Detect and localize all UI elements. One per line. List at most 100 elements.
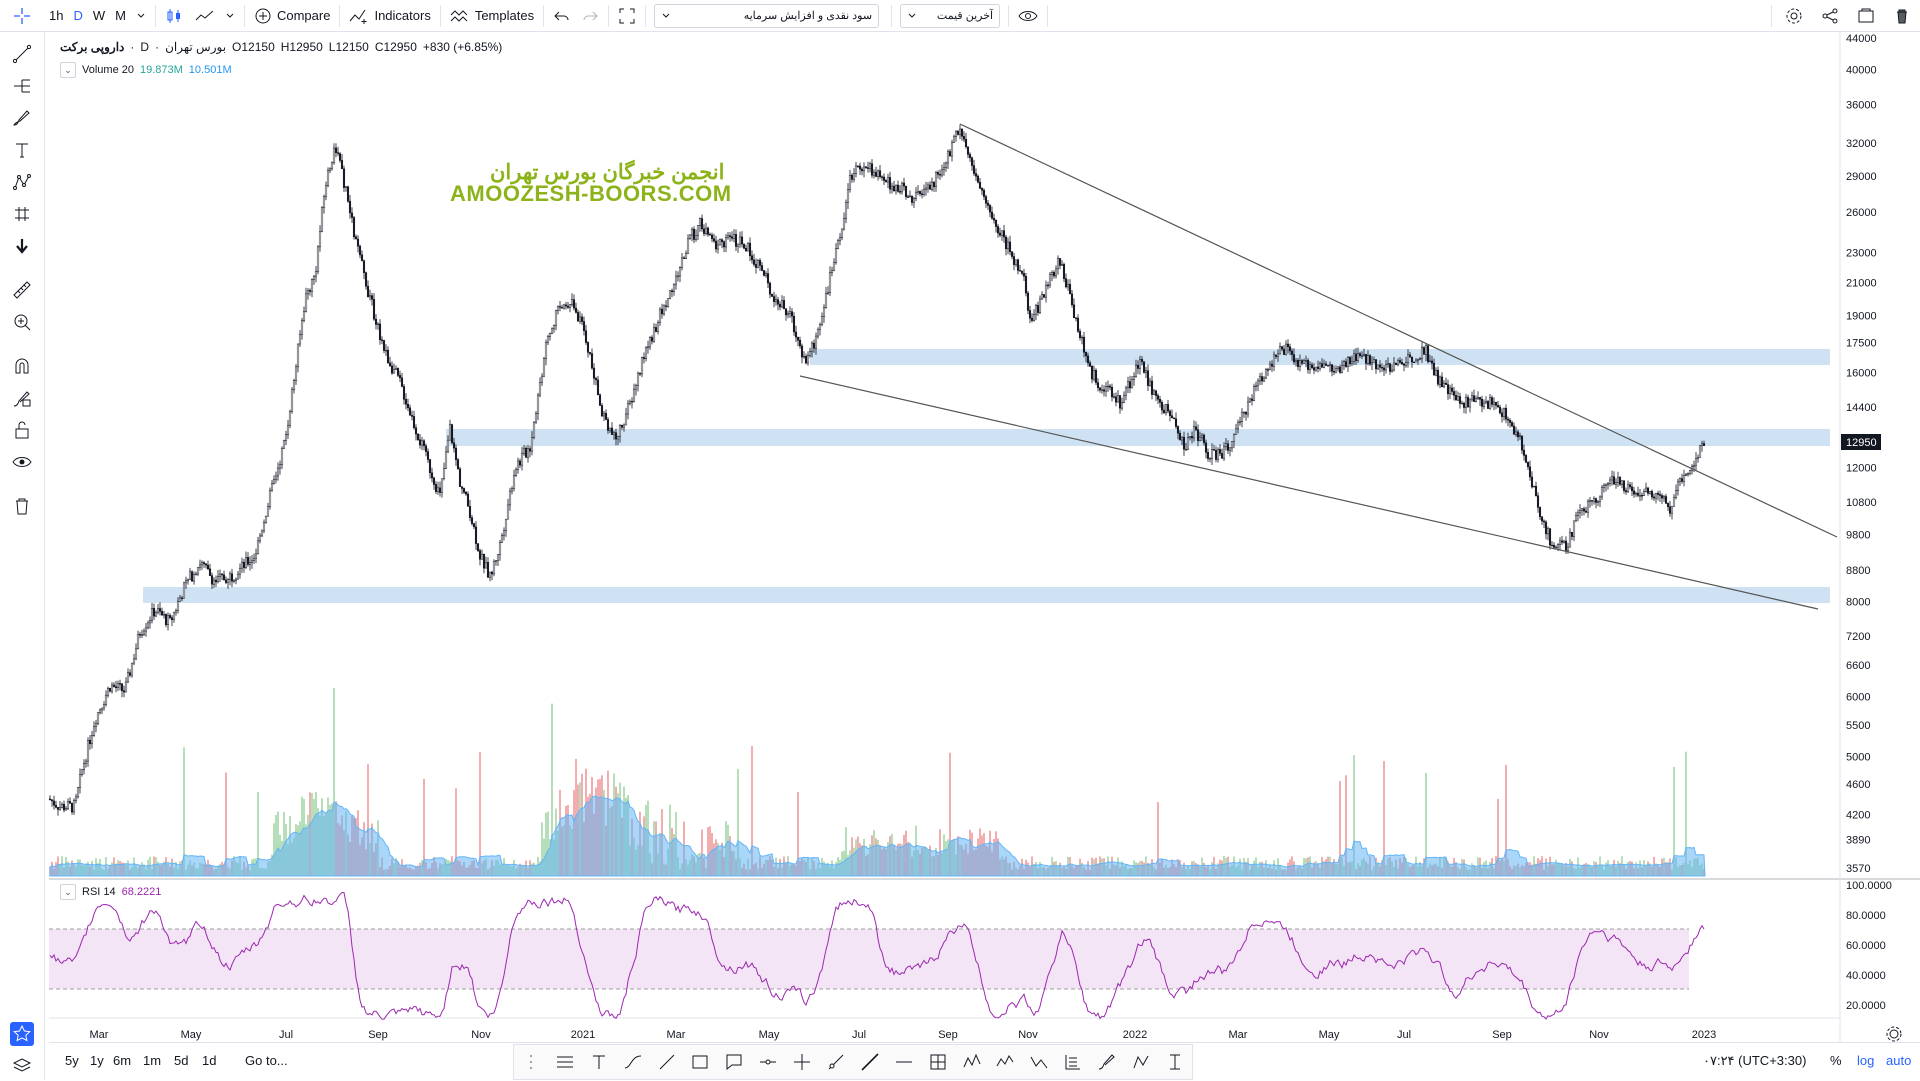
ruler-icon[interactable]	[10, 278, 34, 302]
brush-tool-icon[interactable]	[1095, 1050, 1119, 1074]
horizontal-ray-icon[interactable]	[756, 1050, 780, 1074]
lock-icon[interactable]	[10, 418, 34, 442]
range-1m[interactable]: 1m	[143, 1053, 162, 1068]
brush-icon[interactable]	[10, 106, 34, 130]
candles-style-icon[interactable]	[160, 0, 190, 32]
lower-trendline[interactable]	[799, 375, 1819, 610]
axis-settings-gear-icon[interactable]	[1886, 1026, 1902, 1042]
range-5d[interactable]: 5d	[174, 1053, 189, 1068]
candle-body	[1492, 401, 1496, 405]
xabcd-pattern-icon[interactable]	[1129, 1050, 1153, 1074]
layers-icon[interactable]	[10, 1054, 34, 1078]
candle-body	[198, 564, 202, 568]
symbol-name[interactable]: داروپی برکت	[60, 40, 125, 54]
magnet-icon[interactable]	[10, 354, 34, 378]
pattern-icon[interactable]	[10, 170, 34, 194]
arrow-down-icon[interactable]	[10, 234, 34, 258]
eye-icon[interactable]	[10, 450, 34, 474]
candle-body	[1476, 397, 1480, 400]
candle-body	[156, 608, 160, 613]
candle-body	[1126, 381, 1130, 389]
volume-bar	[543, 838, 545, 876]
range-6m[interactable]: 6m	[113, 1053, 132, 1068]
curve-tool-icon[interactable]	[621, 1050, 645, 1074]
candle-body	[1486, 401, 1490, 409]
pitchfork-icon[interactable]	[10, 74, 34, 98]
chart-style-dropdown-icon[interactable]	[220, 0, 240, 32]
share-icon[interactable]	[1812, 0, 1848, 32]
range-1d[interactable]: 1d	[202, 1053, 217, 1068]
interval-w[interactable]: W	[92, 8, 106, 23]
undo-icon[interactable]	[548, 0, 576, 32]
volume-label[interactable]: Volume 20	[82, 64, 134, 76]
interval-m[interactable]: M	[115, 8, 126, 23]
delete-icon[interactable]	[1884, 0, 1920, 32]
position-tool-icon[interactable]	[926, 1050, 950, 1074]
crosshair-icon[interactable]	[0, 0, 44, 32]
collapse-icon[interactable]: ⌄	[60, 884, 76, 900]
redo-icon[interactable]	[576, 0, 604, 32]
collapse-icon[interactable]: ⌄	[60, 62, 76, 78]
price-axis-label: 9800	[1846, 529, 1870, 541]
candle-body	[982, 189, 986, 197]
candle-body	[1048, 274, 1052, 286]
interval-d[interactable]: D	[73, 8, 83, 23]
candle-body	[60, 804, 64, 808]
compare-button[interactable]: Compare	[249, 0, 335, 32]
indicators-button[interactable]: Indicators	[344, 0, 435, 32]
cross-line-icon[interactable]	[790, 1050, 814, 1074]
extended-line-icon[interactable]	[858, 1050, 882, 1074]
eye-toggle-icon[interactable]	[1013, 0, 1043, 32]
abcd-pattern-icon[interactable]	[960, 1050, 984, 1074]
callout-tool-icon[interactable]	[722, 1050, 746, 1074]
interval-1h[interactable]: 1h	[49, 8, 64, 23]
text-icon[interactable]	[10, 138, 34, 162]
elliott-correction-icon[interactable]	[1027, 1050, 1051, 1074]
horizontal-lines-icon[interactable]	[553, 1050, 577, 1074]
candle-body	[1528, 466, 1532, 478]
resistance-zone[interactable]	[810, 349, 1830, 365]
rectangle-tool-icon[interactable]	[688, 1050, 712, 1074]
candle-body	[914, 191, 918, 200]
line-tool-icon[interactable]	[655, 1050, 679, 1074]
templates-button[interactable]: Templates	[445, 0, 539, 32]
settings-gear-icon[interactable]	[1776, 0, 1812, 32]
log-toggle[interactable]: log	[1857, 1053, 1875, 1068]
time-axis[interactable]: Mar May Jul Sep Nov 2021 Mar May Jul Sep Nov 2022 Ma…	[90, 1029, 1717, 1041]
range-5y[interactable]: 5y	[65, 1053, 79, 1068]
prediction-icon[interactable]	[10, 202, 34, 226]
candle-body	[812, 342, 816, 349]
candle-body	[642, 357, 646, 359]
price-type-select[interactable]: آخرین قیمت	[900, 3, 1001, 28]
text-tool-icon[interactable]	[587, 1050, 611, 1074]
line-style-icon[interactable]	[190, 0, 220, 32]
support-zone-mid[interactable]	[446, 429, 1830, 446]
trash-icon[interactable]	[10, 494, 34, 518]
price-axis[interactable]: 44000 40000 36000 32000 29000 26000 23000 21000…	[1846, 33, 1877, 875]
measure-tool-icon[interactable]	[1163, 1050, 1187, 1074]
favorites-icon[interactable]	[10, 1022, 34, 1046]
trend-line-icon[interactable]	[10, 42, 34, 66]
ray-tool-icon[interactable]	[824, 1050, 848, 1074]
fullscreen-icon[interactable]	[613, 0, 641, 32]
upper-trendline[interactable]	[959, 123, 1838, 538]
candle-body	[716, 244, 720, 250]
goto-button[interactable]: Go to...	[245, 1053, 288, 1068]
support-zone-low[interactable]	[143, 587, 1830, 603]
horizontal-line-icon[interactable]	[892, 1050, 916, 1074]
interval-dropdown-icon[interactable]	[131, 0, 151, 32]
range-1y[interactable]: 1y	[90, 1053, 104, 1068]
forecast-tool-icon[interactable]	[1061, 1050, 1085, 1074]
percent-toggle[interactable]: %	[1830, 1053, 1842, 1068]
rsi-label[interactable]: RSI 14	[82, 886, 116, 898]
clock-timezone[interactable]: ۰۷:۲۴ (UTC+3:30)	[1703, 1053, 1807, 1068]
auto-toggle[interactable]: auto	[1886, 1053, 1912, 1068]
zoom-icon[interactable]	[10, 310, 34, 334]
grip-icon[interactable]	[519, 1050, 543, 1074]
adjustment-select[interactable]: سود نقدی و افزایش سرمایه	[654, 3, 880, 28]
lock-drawing-icon[interactable]	[10, 386, 34, 410]
rsi-axis[interactable]: 100.0000 80.0000 60.0000 40.0000 20.0000	[1846, 880, 1892, 1012]
snapshot-icon[interactable]	[1848, 0, 1884, 32]
elliott-wave-icon[interactable]	[993, 1050, 1017, 1074]
